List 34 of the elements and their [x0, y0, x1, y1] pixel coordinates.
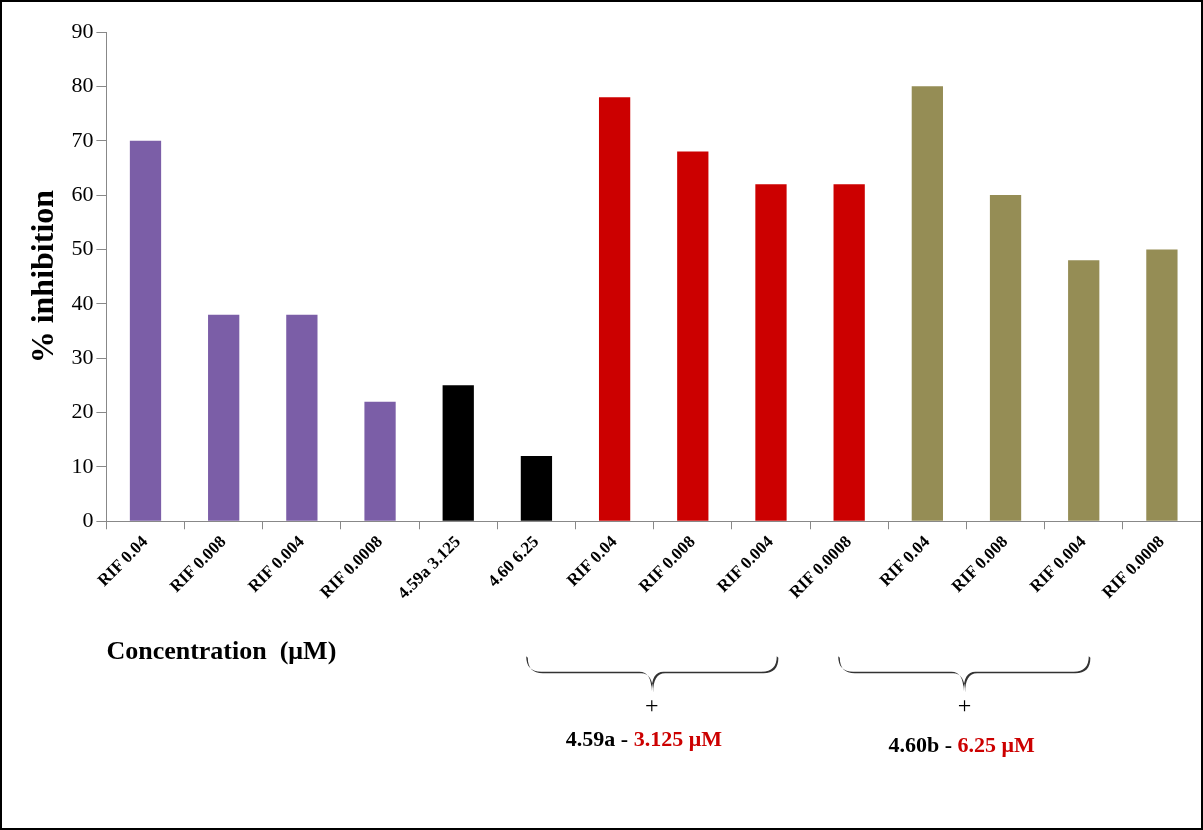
- bar: [520, 456, 553, 521]
- y-tick-label: 0: [82, 507, 94, 533]
- y-tick-label: 90: [71, 17, 94, 43]
- bar: [208, 314, 240, 521]
- y-tick-label: 10: [71, 452, 94, 478]
- y-tick-label: 60: [71, 180, 94, 206]
- bar: [364, 401, 396, 521]
- x-axis-title: Concentration (μM): [106, 636, 337, 666]
- bar: [833, 184, 865, 521]
- y-tick-label: 50: [71, 235, 94, 261]
- bar: [1146, 249, 1178, 521]
- y-tick-label: 80: [71, 72, 94, 98]
- y-tick-label: 30: [71, 343, 94, 369]
- x-tick-label: RIF 0.04: [562, 531, 621, 590]
- y-tick-label: 70: [71, 126, 94, 152]
- bar: [755, 184, 787, 521]
- text: 4.60b - 6.25 μM: [888, 732, 1035, 757]
- y-axis-title: % inhibition: [24, 189, 61, 364]
- y-tick-label: 40: [71, 289, 94, 315]
- bar: [1068, 260, 1100, 521]
- bar: [989, 195, 1022, 521]
- x-tick-label: RIF 0.04: [875, 531, 934, 590]
- bar: [911, 86, 943, 521]
- text: +: [957, 692, 972, 719]
- text: 4.59a - 3.125 μM: [565, 726, 722, 751]
- bar: [677, 151, 709, 521]
- bar: [598, 97, 631, 521]
- bar: [129, 140, 162, 521]
- x-tick-label: RIF 0.04: [93, 531, 152, 590]
- text: +: [645, 692, 659, 719]
- x-tick-label: 4.60 6.25: [483, 531, 543, 591]
- y-tick-label: 20: [71, 398, 94, 424]
- bar: [442, 385, 474, 521]
- bar: [286, 314, 318, 521]
